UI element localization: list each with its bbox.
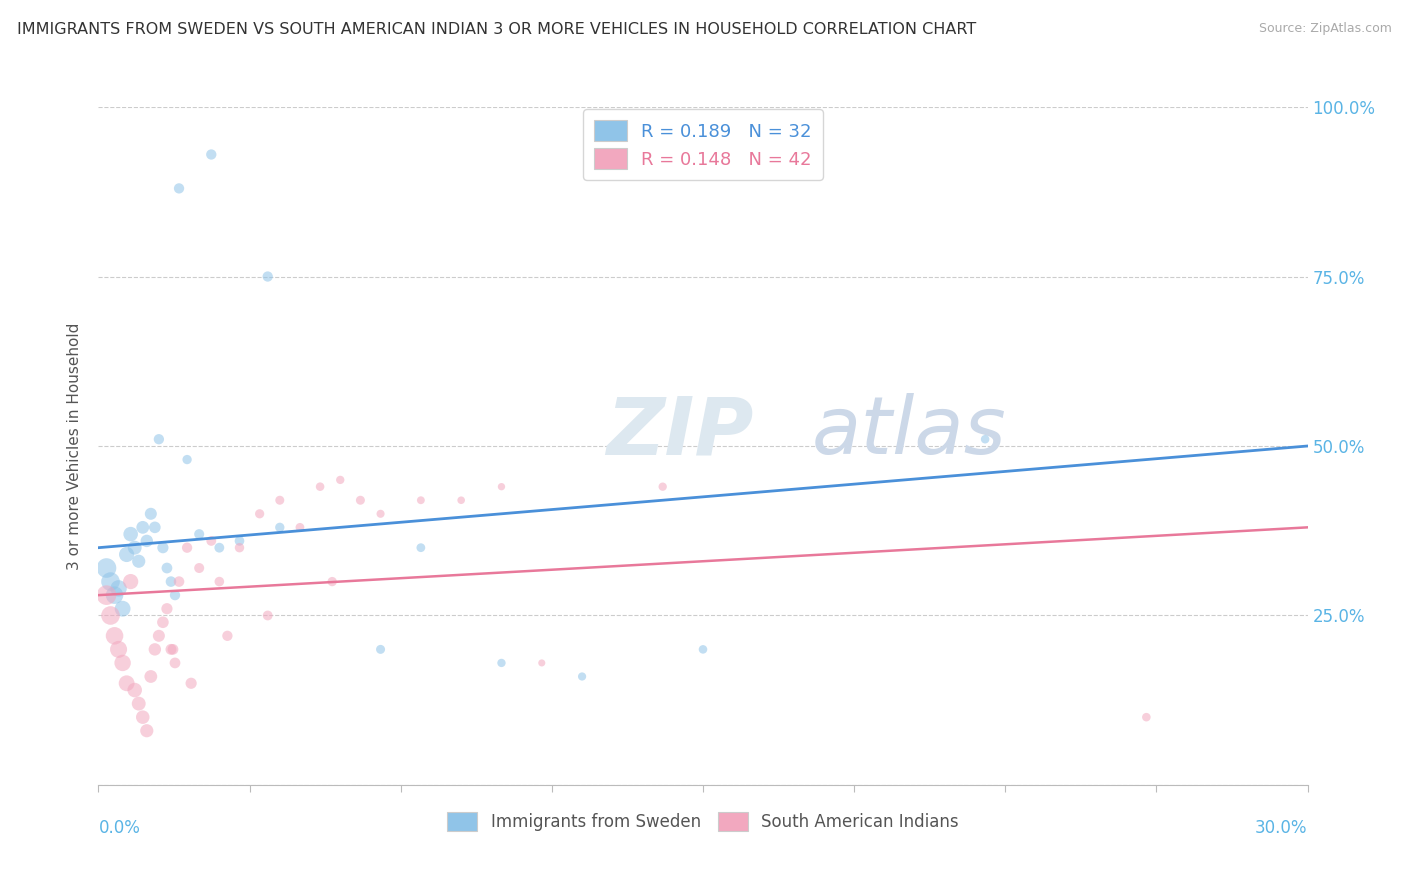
Point: [176, 541, 198, 555]
Point: [115, 548, 138, 562]
Point: [100, 608, 122, 623]
Point: [256, 269, 278, 284]
Point: [139, 669, 162, 683]
Point: [349, 493, 371, 508]
Point: [156, 561, 179, 575]
Point: [370, 642, 392, 657]
Point: [200, 147, 222, 161]
Text: ZIP: ZIP: [606, 393, 754, 472]
Point: [309, 480, 332, 494]
Point: [152, 541, 174, 555]
Point: [135, 723, 157, 738]
Point: [148, 629, 170, 643]
Point: [124, 683, 146, 698]
Point: [176, 452, 198, 467]
Point: [124, 541, 146, 555]
Y-axis label: 3 or more Vehicles in Household: 3 or more Vehicles in Household: [67, 322, 83, 570]
Point: [139, 507, 162, 521]
Point: [107, 582, 129, 596]
Point: [96, 561, 118, 575]
Point: [651, 480, 673, 494]
Point: [120, 527, 142, 541]
Point: [111, 656, 134, 670]
Point: [491, 480, 513, 494]
Point: [160, 574, 183, 589]
Point: [143, 520, 166, 534]
Point: [132, 520, 155, 534]
Text: 30.0%: 30.0%: [1256, 819, 1308, 837]
Point: [107, 642, 129, 657]
Point: [135, 533, 157, 548]
Point: [188, 561, 211, 575]
Point: [100, 574, 122, 589]
Point: [217, 629, 239, 643]
Point: [143, 642, 166, 657]
Text: atlas: atlas: [811, 393, 1007, 472]
Point: [1135, 710, 1157, 724]
Point: [128, 554, 150, 568]
Point: [152, 615, 174, 630]
Point: [974, 432, 997, 446]
Text: Source: ZipAtlas.com: Source: ZipAtlas.com: [1258, 22, 1392, 36]
Point: [160, 642, 183, 657]
Point: [288, 520, 311, 534]
Point: [132, 710, 155, 724]
Text: IMMIGRANTS FROM SWEDEN VS SOUTH AMERICAN INDIAN 3 OR MORE VEHICLES IN HOUSEHOLD : IMMIGRANTS FROM SWEDEN VS SOUTH AMERICAN…: [17, 22, 976, 37]
Point: [450, 493, 472, 508]
Point: [571, 669, 593, 683]
Point: [321, 574, 343, 589]
Point: [103, 629, 125, 643]
Point: [128, 697, 150, 711]
Point: [208, 574, 231, 589]
Point: [256, 608, 278, 623]
Point: [249, 507, 271, 521]
Point: [409, 541, 432, 555]
Point: [188, 527, 211, 541]
Point: [409, 493, 432, 508]
Point: [103, 588, 125, 602]
Point: [208, 541, 231, 555]
Point: [156, 601, 179, 615]
Point: [269, 493, 291, 508]
Point: [228, 533, 250, 548]
Point: [148, 432, 170, 446]
Text: 0.0%: 0.0%: [98, 819, 141, 837]
Point: [200, 533, 222, 548]
Point: [167, 181, 190, 195]
Point: [269, 520, 291, 534]
Point: [692, 642, 714, 657]
Point: [370, 507, 392, 521]
Point: [115, 676, 138, 690]
Point: [329, 473, 352, 487]
Point: [162, 642, 184, 657]
Point: [111, 601, 134, 615]
Point: [180, 676, 202, 690]
Point: [96, 588, 118, 602]
Point: [163, 656, 186, 670]
Point: [163, 588, 186, 602]
Point: [228, 541, 250, 555]
Point: [167, 574, 190, 589]
Legend: Immigrants from Sweden, South American Indians: Immigrants from Sweden, South American I…: [441, 805, 965, 838]
Point: [120, 574, 142, 589]
Point: [530, 656, 553, 670]
Point: [491, 656, 513, 670]
